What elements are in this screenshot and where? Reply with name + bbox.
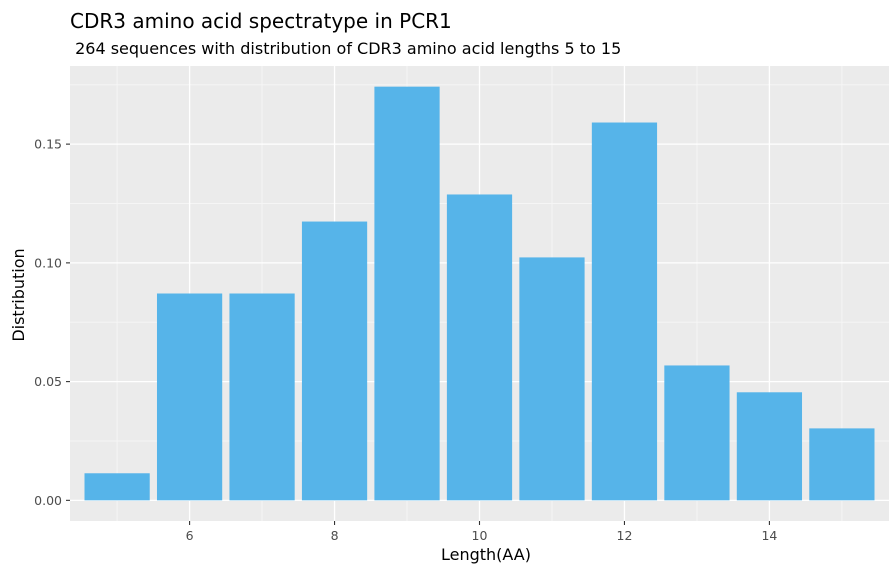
bar-length-7: [229, 293, 295, 501]
bar-length-15: [809, 428, 875, 501]
x-axis-title: Length(AA): [441, 545, 531, 564]
chart-subtitle: 264 sequences with distribution of CDR3 …: [70, 39, 621, 58]
bar-length-9: [374, 86, 440, 501]
bar-length-12: [591, 122, 658, 501]
bar-length-8: [301, 221, 368, 501]
x-tick-label: 12: [617, 528, 633, 543]
y-axis: 0.00 0.05 0.10 0.15: [34, 137, 70, 508]
bar-length-11: [519, 257, 585, 501]
chart-title: CDR3 amino acid spectratype in PCR1: [70, 9, 452, 33]
bars: [84, 86, 875, 501]
x-tick-label: 8: [331, 528, 339, 543]
bar-length-5: [84, 473, 150, 501]
bar-length-14: [736, 392, 803, 501]
x-tick-label: 10: [472, 528, 488, 543]
y-tick-label: 0.00: [34, 493, 62, 508]
bar-length-13: [664, 365, 730, 501]
y-tick-label: 0.10: [34, 255, 62, 270]
x-axis: 6 8 10 12 14: [186, 521, 777, 543]
bar-length-10: [446, 194, 513, 501]
x-tick-label: 6: [186, 528, 194, 543]
y-axis-title: Distribution: [9, 248, 28, 341]
y-tick-label: 0.05: [34, 374, 62, 389]
y-tick-label: 0.15: [34, 137, 62, 152]
bar-length-6: [156, 293, 223, 501]
x-tick-label: 14: [761, 528, 777, 543]
